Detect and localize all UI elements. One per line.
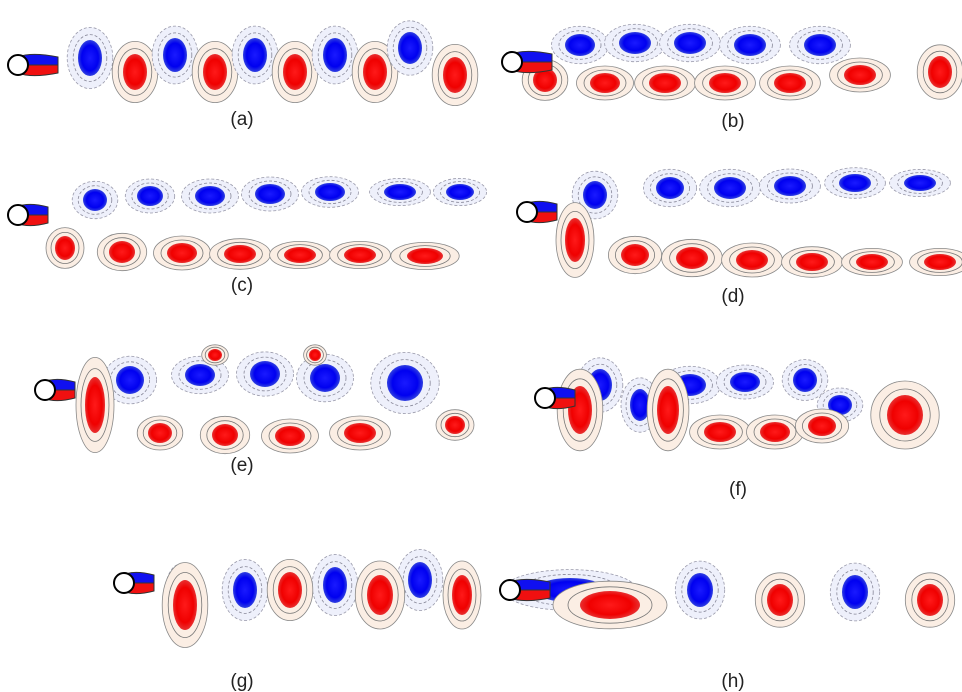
positive-vortex: [657, 386, 679, 434]
negative-vortex: [839, 174, 871, 192]
negative-vortex: [734, 34, 766, 56]
panel-label: (b): [721, 111, 744, 132]
panel-label: (f): [729, 479, 747, 500]
cylinder: [500, 580, 520, 600]
positive-vortex: [917, 584, 943, 616]
cylinder: [8, 55, 28, 75]
positive-vortex: [704, 422, 736, 442]
panel-label: (h): [721, 671, 744, 692]
positive-vortex: [676, 247, 708, 269]
positive-vortex: [367, 575, 393, 615]
negative-vortex: [730, 372, 760, 392]
positive-vortex: [407, 248, 443, 264]
negative-vortex: [674, 32, 706, 54]
positive-vortex: [856, 254, 888, 270]
negative-vortex: [163, 38, 187, 72]
negative-vortex: [83, 189, 107, 211]
cylinder: [502, 52, 522, 72]
cylinder: [535, 388, 555, 408]
negative-vortex: [323, 38, 347, 72]
negative-vortex: [250, 361, 280, 387]
negative-vortex: [793, 368, 817, 392]
panel-label: (d): [721, 286, 744, 307]
positive-vortex: [344, 247, 376, 263]
cylinder: [8, 205, 28, 225]
negative-vortex: [137, 186, 163, 206]
negative-vortex: [904, 175, 936, 191]
figure: (a) (b) (c) (d) (e) (f) (g) (h): [0, 0, 962, 692]
negative-vortex: [116, 366, 144, 394]
negative-vortex: [195, 186, 225, 206]
positive-vortex: [283, 54, 307, 90]
positive-vortex: [736, 250, 768, 270]
negative-vortex: [310, 364, 340, 392]
positive-vortex: [621, 244, 649, 266]
positive-vortex: [363, 54, 387, 90]
positive-vortex: [445, 416, 465, 434]
negative-vortex: [583, 181, 607, 209]
negative-vortex: [255, 184, 285, 204]
positive-vortex: [709, 73, 741, 93]
negative-vortex: [233, 572, 257, 608]
negative-vortex: [804, 34, 836, 56]
positive-vortex: [760, 422, 790, 442]
cylinder: [35, 380, 55, 400]
positive-vortex: [309, 349, 321, 361]
positive-vortex: [109, 241, 135, 263]
positive-vortex: [452, 575, 472, 615]
negative-vortex: [323, 567, 347, 603]
negative-vortex: [774, 176, 806, 196]
cylinder: [114, 573, 134, 593]
positive-vortex: [796, 253, 828, 271]
panel-label: (c): [231, 275, 253, 296]
panel-label: (e): [230, 455, 253, 476]
negative-vortex: [687, 573, 713, 607]
positive-vortex: [85, 377, 105, 433]
positive-vortex: [649, 73, 681, 93]
positive-vortex: [203, 54, 227, 90]
negative-vortex: [408, 562, 432, 598]
negative-vortex: [398, 32, 422, 64]
page: (a) (b) (c) (d) (e) (f) (g) (h) (() => {…: [0, 0, 962, 692]
negative-vortex: [384, 184, 416, 200]
negative-vortex: [714, 177, 746, 199]
positive-vortex: [580, 591, 640, 619]
negative-vortex: [565, 34, 595, 56]
positive-vortex: [767, 584, 793, 616]
positive-vortex: [887, 395, 923, 435]
positive-vortex: [55, 236, 75, 260]
positive-vortex: [844, 65, 876, 85]
positive-vortex: [173, 580, 197, 630]
negative-vortex: [842, 575, 868, 609]
positive-vortex: [278, 572, 302, 608]
positive-vortex: [167, 243, 197, 263]
positive-vortex: [212, 424, 238, 446]
positive-vortex: [590, 73, 620, 93]
flow-field: [8, 21, 962, 648]
negative-vortex: [185, 364, 215, 386]
positive-vortex: [224, 245, 256, 263]
positive-vortex: [808, 416, 836, 436]
positive-vortex: [443, 57, 467, 93]
negative-vortex: [446, 184, 474, 200]
negative-vortex: [387, 365, 423, 401]
positive-vortex: [774, 73, 806, 93]
positive-vortex: [924, 254, 956, 270]
negative-vortex: [315, 183, 345, 201]
positive-vortex: [275, 426, 305, 446]
positive-vortex: [565, 218, 585, 262]
positive-vortex: [208, 349, 222, 361]
negative-vortex: [78, 40, 102, 76]
panel-label: (a): [230, 109, 253, 130]
positive-vortex: [148, 423, 172, 443]
negative-vortex: [656, 177, 684, 199]
negative-vortex: [243, 38, 267, 72]
positive-vortex: [123, 54, 147, 90]
cylinder: [517, 202, 537, 222]
positive-vortex: [284, 247, 316, 263]
positive-vortex: [928, 56, 952, 88]
positive-vortex: [344, 423, 376, 443]
panel-label: (g): [230, 671, 253, 692]
negative-vortex: [619, 32, 651, 54]
